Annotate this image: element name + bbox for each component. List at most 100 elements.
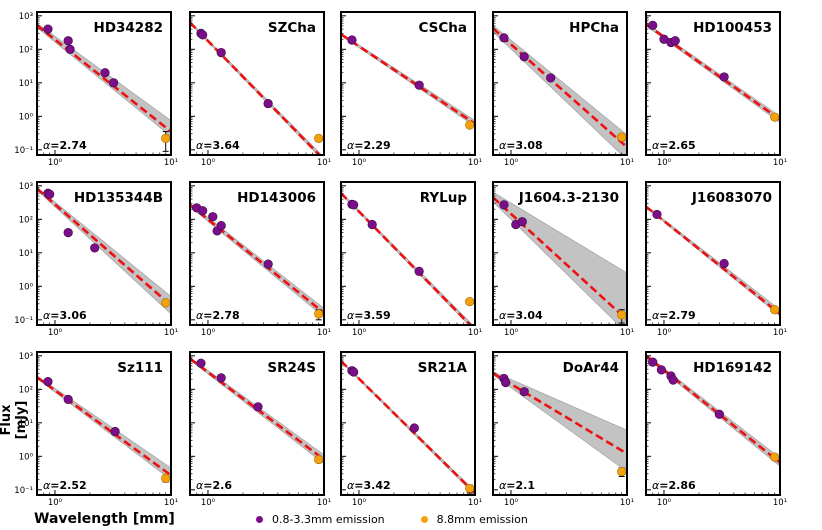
subplot-frame — [36, 351, 172, 496]
subplot-frame — [189, 181, 325, 326]
subplot-title: HD143006 — [237, 190, 316, 206]
alpha-label: α=3.08 — [499, 139, 543, 152]
data-point-8-8mm — [770, 112, 780, 122]
y-tick-label: 10² — [19, 215, 33, 225]
y-tick-label: 10⁰ — [19, 452, 34, 462]
subplot-hd135344b: 10³ 10² 10¹ 10⁰ 10⁻¹ 10⁰ 10¹ HD135344B α=3.06 — [14, 181, 178, 338]
power-law-fit-line — [341, 33, 475, 125]
alpha-label: α=3.64 — [196, 139, 240, 152]
alpha-value: =3.04 — [506, 309, 543, 322]
data-point-short-wavelength — [63, 394, 73, 404]
data-point-short-wavelength — [100, 68, 110, 78]
x-tick-label: 10¹ — [468, 158, 482, 168]
data-point-short-wavelength — [517, 217, 527, 227]
data-point-short-wavelength — [263, 259, 273, 269]
data-point-short-wavelength — [216, 220, 226, 231]
x-tick-label: 10⁰ — [504, 498, 519, 508]
data-point-short-wavelength — [108, 78, 119, 88]
plot-area — [341, 359, 475, 495]
subplot-j16083070: 10⁰ 10¹ J16083070 α=2.79 — [645, 181, 787, 338]
subplot-j1604-3-2130: 10⁰ 10¹ J1604.3-2130 α=3.04 — [492, 181, 634, 338]
data-point-short-wavelength — [648, 357, 658, 367]
subplot-sr21a: 10⁰ 10¹ SR21A α=3.42 — [340, 351, 482, 508]
data-point-short-wavelength — [198, 206, 208, 216]
data-point-short-wavelength — [652, 209, 662, 220]
data-point-8-8mm — [465, 483, 475, 494]
subplot-hd34282: 10³ 10² 10¹ 10⁰ 10⁻¹ 10⁰ 10¹ HD34282 α=2.74 — [14, 11, 178, 168]
alpha-value: =2.52 — [50, 479, 86, 492]
subplot-hd143006: 10⁰ 10¹ HD143006 α=2.78 — [189, 181, 331, 338]
x-tick-label: 10⁰ — [201, 328, 216, 338]
alpha-symbol: α — [196, 479, 204, 492]
alpha-label: α=2.29 — [347, 139, 391, 152]
y-tick-label: 10⁰ — [19, 112, 34, 122]
subplot-title: HD135344B — [74, 190, 163, 206]
data-point-short-wavelength — [648, 20, 658, 30]
uncertainty-band — [37, 186, 171, 315]
legend-marker-purple — [256, 516, 263, 523]
alpha-value: =3.59 — [354, 309, 390, 322]
data-point-short-wavelength — [414, 80, 424, 90]
plot-area — [493, 191, 627, 325]
data-point-short-wavelength — [196, 358, 206, 368]
subplot-szcha: 10⁰ 10¹ SZCha α=3.64 — [189, 11, 331, 168]
y-tick-label: 10³ — [19, 352, 33, 362]
subplot-title: RYLup — [420, 190, 468, 206]
legend-label: 8.8mm emission — [436, 513, 528, 526]
subplot-frame — [492, 11, 628, 156]
alpha-symbol: α — [196, 309, 204, 322]
data-point-short-wavelength — [499, 33, 509, 43]
data-point-short-wavelength — [63, 36, 73, 46]
subplot-title: J1604.3-2130 — [518, 190, 619, 206]
x-tick-label: 10⁰ — [657, 498, 672, 508]
plot-area — [190, 356, 324, 465]
subplot-title: SZCha — [268, 20, 316, 36]
alpha-value: =2.65 — [659, 139, 695, 152]
data-point-8-8mm — [314, 309, 324, 319]
data-point-short-wavelength — [349, 367, 359, 377]
x-tick-label: 10⁰ — [48, 158, 63, 168]
data-point-short-wavelength — [45, 189, 55, 199]
alpha-value: =2.86 — [659, 479, 696, 492]
alpha-symbol: α — [652, 309, 660, 322]
data-point-short-wavelength — [43, 24, 53, 34]
x-tick-label: 10¹ — [317, 328, 331, 338]
subplot-title: CSCha — [418, 20, 467, 36]
subplot-frame — [36, 181, 172, 326]
alpha-symbol: α — [499, 139, 507, 152]
legend-label: 0.8-3.3mm emission — [272, 513, 385, 526]
data-point-short-wavelength — [499, 200, 509, 210]
x-tick-label: 10⁰ — [48, 498, 63, 508]
x-tick-label: 10⁰ — [504, 158, 519, 168]
power-law-fit-line — [493, 27, 627, 149]
subplot-frame — [645, 351, 781, 496]
data-point-8-8mm — [617, 466, 627, 477]
data-point-8-8mm — [770, 452, 780, 462]
y-tick-label: 10¹ — [19, 79, 33, 89]
data-point-short-wavelength — [670, 36, 680, 46]
legend: 0.8-3.3mm emission 8.8mm emission — [256, 513, 564, 526]
alpha-value: =2.6 — [203, 479, 232, 492]
plot-area — [646, 354, 780, 467]
y-tick-label: 10² — [19, 385, 33, 395]
power-law-fit-line — [646, 205, 780, 315]
data-point-short-wavelength — [253, 402, 263, 412]
subplot-title: HD100453 — [693, 20, 772, 36]
data-point-short-wavelength — [519, 52, 529, 62]
x-tick-label: 10¹ — [620, 158, 634, 168]
legend-item-emission-8mm: 8.8mm emission — [420, 513, 528, 526]
subplot-cscha: 10⁰ 10¹ CSCha α=2.29 — [340, 11, 482, 168]
data-point-short-wavelength — [90, 243, 100, 253]
alpha-value: =3.06 — [50, 309, 87, 322]
subplot-frame — [340, 11, 476, 156]
data-point-short-wavelength — [501, 377, 511, 388]
alpha-label: α=2.1 — [499, 479, 535, 492]
data-point-short-wavelength — [656, 365, 666, 375]
alpha-label: α=3.42 — [347, 479, 391, 492]
power-law-fit-line — [341, 192, 473, 325]
data-point-short-wavelength — [519, 387, 529, 397]
alpha-value: =3.42 — [354, 479, 390, 492]
y-tick-label: 10¹ — [19, 419, 33, 429]
x-tick-label: 10⁰ — [657, 328, 672, 338]
